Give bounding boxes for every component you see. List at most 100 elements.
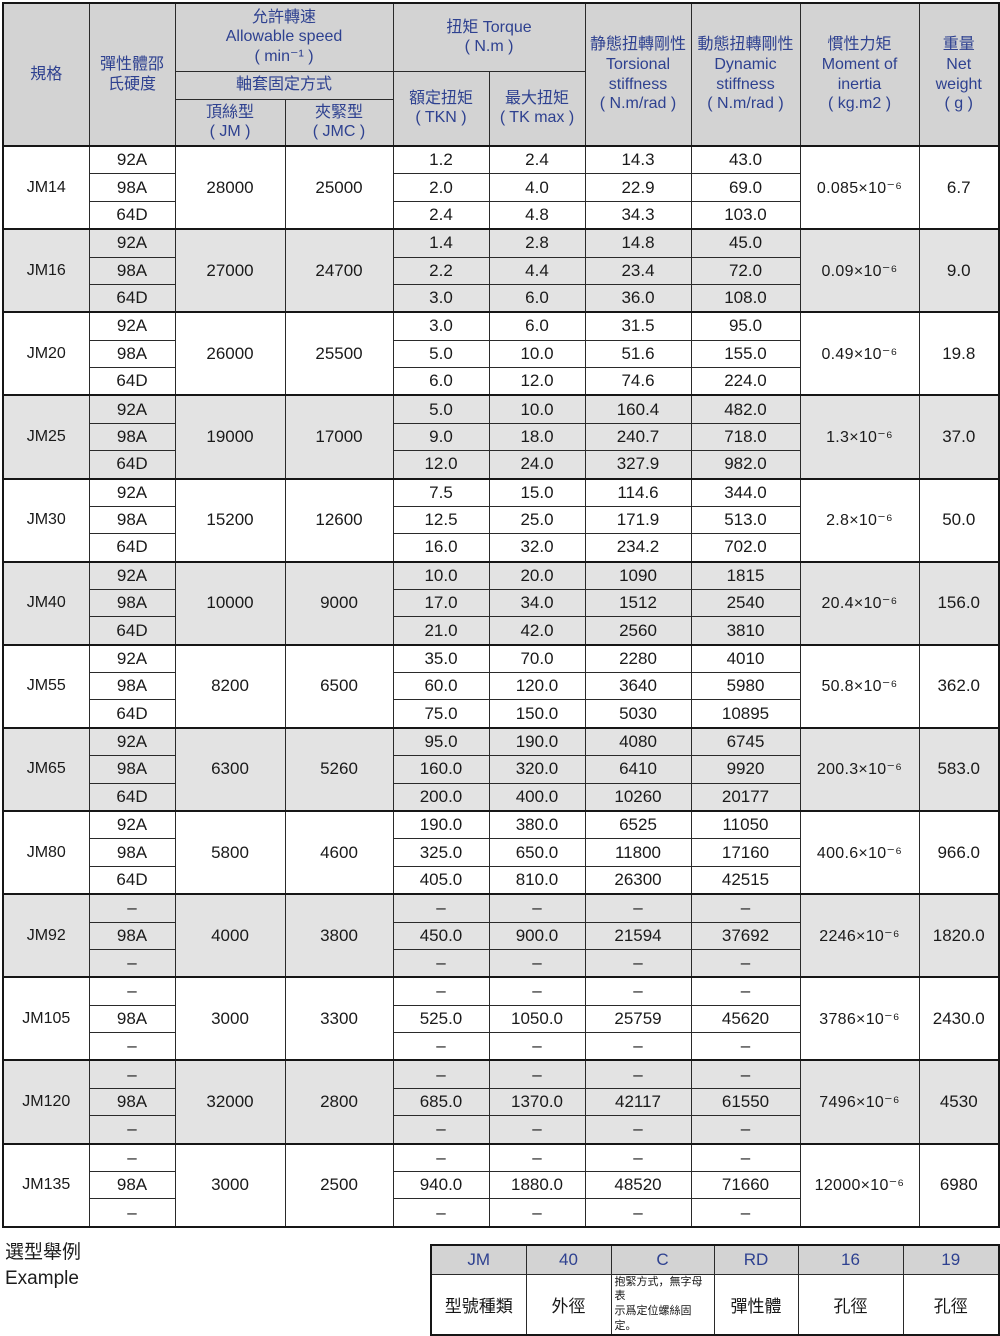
dynamic-stiffness-cell: 5980 xyxy=(690,672,801,701)
rated-torque-cell: 12.5 xyxy=(392,505,490,535)
max-torque-cell: 4.4 xyxy=(488,256,586,285)
spec-row: 64D 405.0 810.0 26300 42515 xyxy=(3,865,999,895)
dynamic-stiffness-cell: 482.0 xyxy=(690,394,801,424)
jm-speed-cell: 5800 xyxy=(174,809,286,895)
example-title-en: Example xyxy=(5,1267,79,1289)
hardness-cell: 64D xyxy=(88,366,176,396)
dynamic-stiffness-cell: – xyxy=(690,1031,801,1061)
weight-cell: 2430.0 xyxy=(918,976,1000,1061)
jmc-speed-cell: 5260 xyxy=(284,726,394,812)
example-title-zh: 選型舉例 xyxy=(5,1242,82,1263)
spec-row: 64D 3.0 6.0 36.0 108.0 xyxy=(3,283,999,313)
weight-cell: 50.0 xyxy=(918,477,1000,563)
spec-row: 98A 2.0 4.0 22.9 69.0 xyxy=(3,173,999,202)
dynamic-stiffness-cell: 108.0 xyxy=(690,283,801,313)
hardness-cell: 98A xyxy=(88,672,176,701)
spec-table-body: JM14 92A 28000 25000 1.2 2.4 14.3 43.0 0.085×10⁻… xyxy=(2,144,1000,1228)
rated-torque-cell: 5.0 xyxy=(392,339,490,368)
static-stiffness-cell: 160.4 xyxy=(584,394,692,424)
static-stiffness-cell: 22.9 xyxy=(584,173,692,202)
weight-cell: 583.0 xyxy=(918,726,1000,812)
jm-speed-cell: 10000 xyxy=(174,560,286,646)
max-torque-cell: 2.8 xyxy=(488,228,586,258)
spec-table-header: 規格 彈性體邵 氏硬度 允許轉速 Allowable speed ( min⁻¹… xyxy=(2,2,1000,147)
spec-row: 64D 16.0 32.0 234.2 702.0 xyxy=(3,533,999,563)
max-torque-cell: 810.0 xyxy=(488,865,586,895)
model-cell: JM55 xyxy=(2,643,90,729)
max-torque-cell: 190.0 xyxy=(488,726,586,757)
max-torque-cell: – xyxy=(488,1115,586,1144)
spec-row: 98A 940.0 1880.0 48520 71660 xyxy=(3,1170,999,1200)
hardness-cell: 98A xyxy=(88,1170,176,1200)
static-stiffness-cell: 1512 xyxy=(584,589,692,618)
static-stiffness-cell: 2280 xyxy=(584,643,692,674)
inertia-cell: 400.6×10⁻⁶ xyxy=(799,809,920,895)
example-labels-row: 型號種類 外徑 抱緊方式，無字母表 示爲定位螺絲固定。 彈性體 孔徑 孔徑 xyxy=(430,1273,1000,1336)
dynamic-stiffness-cell: 1815 xyxy=(690,560,801,591)
model-cell: JM20 xyxy=(2,311,90,396)
max-torque-cell: – xyxy=(488,1198,586,1228)
allowable-speed-en: Allowable speed xyxy=(225,28,343,46)
hardness-cell: 98A xyxy=(88,1004,176,1033)
inertia-cell: 200.3×10⁻⁶ xyxy=(799,726,920,812)
hardness-cell: – xyxy=(88,1142,176,1172)
rated-torque-cell: 3.0 xyxy=(392,283,490,313)
dynamic-stiffness-cell: – xyxy=(690,948,801,978)
rated-torque-cell: 95.0 xyxy=(392,726,490,757)
model-cell: JM25 xyxy=(2,394,90,480)
static-stiffness-cell: 2560 xyxy=(584,616,692,646)
static-stiffness-cell: 36.0 xyxy=(584,283,692,313)
weight-header: 重量 Net weight ( g ) xyxy=(918,2,1000,147)
dynamic-stiffness-cell: 37692 xyxy=(690,921,801,950)
hardness-cell: 98A xyxy=(88,1087,176,1117)
dynamic-stiffness-cell: – xyxy=(690,1059,801,1089)
hardness-cell: 64D xyxy=(88,616,176,646)
rated-torque-cell: 940.0 xyxy=(392,1170,490,1200)
jmc-speed-cell: 9000 xyxy=(284,560,394,646)
max-torque-cell: 10.0 xyxy=(488,394,586,424)
spec-row: JM40 92A 10000 9000 10.0 20.0 1090 1815 20.4×10⁻… xyxy=(2,560,1000,646)
spec-row: JM20 92A 26000 25500 3.0 6.0 31.5 95.0 0.49×10⁻⁶… xyxy=(2,311,1000,396)
model-cell: JM65 xyxy=(2,726,90,812)
torque-unit: ( N.m ) xyxy=(464,38,514,56)
static-stiffness-cell: 51.6 xyxy=(584,339,692,368)
max-torque-cell: 900.0 xyxy=(488,921,586,950)
hardness-cell: 92A xyxy=(88,228,176,258)
static-stiffness-cell: – xyxy=(584,1115,692,1144)
max-torque-cell: 32.0 xyxy=(488,533,586,563)
weight-cell: 4530 xyxy=(918,1059,1000,1145)
rated-torque-cell: 405.0 xyxy=(392,865,490,895)
hardness-cell: 98A xyxy=(88,755,176,784)
spec-row: 98A 17.0 34.0 1512 2540 xyxy=(3,589,999,618)
static-stiffness-cell: 234.2 xyxy=(584,533,692,563)
dynamic-stiffness-cell: – xyxy=(690,893,801,923)
jm-speed-cell: 3000 xyxy=(174,976,286,1061)
spec-row: 98A 450.0 900.0 21594 37692 xyxy=(3,921,999,950)
max-torque-cell: 25.0 xyxy=(488,505,586,535)
jmc-speed-cell: 25000 xyxy=(284,144,394,230)
rated-torque-cell: 325.0 xyxy=(392,838,490,867)
model-cell: JM16 xyxy=(2,228,90,313)
weight-cell: 1820.0 xyxy=(918,893,1000,978)
allowable-speed-unit: ( min⁻¹ ) xyxy=(254,48,314,65)
rated-torque-cell: – xyxy=(392,1142,490,1172)
jm-speed-cell: 28000 xyxy=(174,144,286,230)
hardness-cell: – xyxy=(88,1031,176,1061)
hardness-cell: – xyxy=(88,893,176,923)
jmc-speed-cell: 12600 xyxy=(284,477,394,563)
max-torque-cell: 380.0 xyxy=(488,810,586,840)
max-torque-cell: 1370.0 xyxy=(488,1087,586,1117)
static-stiffness-cell: 6410 xyxy=(584,755,692,784)
inertia-cell: 20.4×10⁻⁶ xyxy=(799,560,920,646)
static-stiffness-cell: 10260 xyxy=(584,782,692,812)
dynamic-stiffness-cell: 45.0 xyxy=(690,228,801,258)
static-stiffness-cell: 171.9 xyxy=(584,505,692,535)
example-codes-row: JM 40 C RD 16 19 xyxy=(430,1244,1000,1275)
weight-cell: 19.8 xyxy=(918,311,1000,396)
max-torque-cell: 1050.0 xyxy=(488,1004,586,1033)
hardness-cell: 98A xyxy=(88,505,176,535)
dynamic-stiffness-cell: 17160 xyxy=(690,838,801,867)
rated-torque-cell: – xyxy=(392,976,490,1006)
rated-torque-cell: 200.0 xyxy=(392,782,490,812)
spec-row: JM14 92A 28000 25000 1.2 2.4 14.3 43.0 0.085×10⁻… xyxy=(2,144,1000,230)
